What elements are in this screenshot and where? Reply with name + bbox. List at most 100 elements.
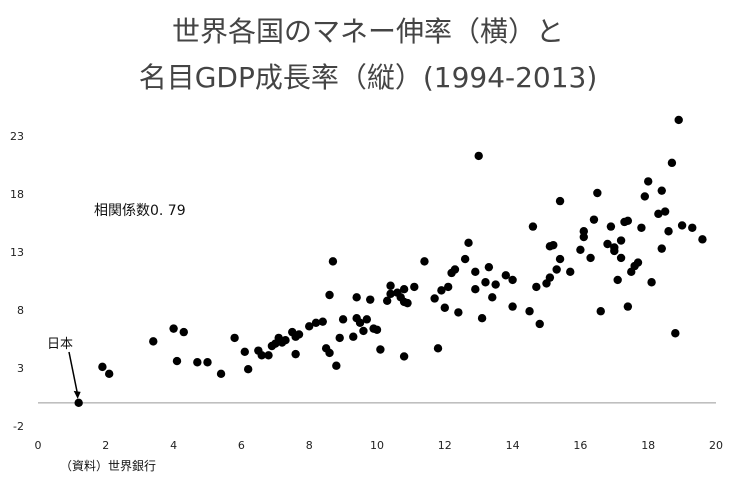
- data-point: [623, 216, 633, 226]
- data-point: [382, 296, 392, 305]
- chart-title-line1: 世界各国のマネー伸率（横）と: [171, 15, 564, 48]
- data-point: [179, 327, 188, 337]
- x-tick-label: 16: [573, 439, 587, 452]
- data-point: [508, 302, 517, 311]
- x-tick-label: 14: [506, 439, 520, 452]
- data-point: [193, 358, 202, 367]
- data-point: [657, 186, 666, 195]
- data-point: [291, 349, 300, 359]
- data-point: [454, 308, 463, 317]
- data-point: [372, 325, 382, 334]
- data-point: [555, 254, 565, 264]
- japan-arrow-line: [68, 351, 79, 395]
- data-point: [664, 227, 673, 236]
- data-point: [525, 307, 534, 316]
- data-point: [311, 318, 321, 328]
- data-point: [335, 333, 344, 343]
- data-point: [579, 227, 588, 236]
- data-point: [471, 267, 480, 277]
- data-point: [671, 329, 680, 338]
- data-point: [688, 223, 697, 232]
- data-point: [616, 253, 626, 263]
- correlation-annotation: 相関係数0. 79: [94, 203, 186, 219]
- data-point: [471, 285, 480, 294]
- data-point: [654, 209, 663, 219]
- data-point: [216, 369, 226, 379]
- data-point: [698, 235, 707, 244]
- x-tick-label: 0: [35, 439, 42, 452]
- data-point: [98, 362, 107, 372]
- data-point: [640, 192, 650, 201]
- data-point: [657, 244, 666, 253]
- y-tick-label: -2: [13, 420, 24, 433]
- data-point: [552, 265, 561, 274]
- data-point: [352, 293, 361, 302]
- data-point: [203, 358, 212, 367]
- data-point: [610, 246, 619, 256]
- data-point: [613, 275, 622, 285]
- data-point: [549, 240, 558, 250]
- data-point: [555, 196, 565, 206]
- data-point: [338, 315, 348, 324]
- data-point: [74, 398, 83, 408]
- data-point: [433, 344, 443, 353]
- data-point: [399, 352, 409, 361]
- x-tick-label: 2: [102, 439, 109, 452]
- x-tick-label: 12: [438, 439, 452, 452]
- data-point: [647, 278, 656, 287]
- data-point: [508, 275, 517, 285]
- data-point: [240, 347, 249, 357]
- data-point: [437, 286, 446, 295]
- data-point: [104, 369, 114, 379]
- data-point: [606, 222, 616, 231]
- data-point: [501, 271, 511, 280]
- data-point: [528, 222, 538, 231]
- data-point: [386, 281, 395, 290]
- data-point: [623, 302, 633, 311]
- data-point: [644, 177, 653, 186]
- data-point: [230, 333, 239, 343]
- x-tick-label: 8: [306, 439, 313, 452]
- data-point: [464, 238, 473, 248]
- data-point: [660, 207, 670, 216]
- data-point: [403, 298, 412, 308]
- data-point: [596, 307, 605, 316]
- data-point: [376, 345, 385, 354]
- x-tick-label: 20: [709, 439, 723, 452]
- data-point: [603, 239, 612, 249]
- data-point: [443, 282, 453, 292]
- data-point: [593, 188, 602, 198]
- data-point: [450, 265, 460, 274]
- data-point: [294, 330, 304, 339]
- data-point: [579, 232, 588, 242]
- x-tick-label: 10: [370, 439, 384, 452]
- data-point: [332, 361, 341, 370]
- data-point: [172, 356, 182, 366]
- data-point: [460, 254, 470, 264]
- data-point: [318, 317, 327, 326]
- data-point: [586, 253, 595, 263]
- data-point: [362, 315, 372, 324]
- y-tick-label: 18: [10, 188, 24, 201]
- data-point: [633, 258, 643, 267]
- data-point: [366, 295, 375, 304]
- data-point: [532, 282, 541, 292]
- japan-label: 日本: [47, 337, 74, 352]
- data-point: [325, 348, 334, 358]
- y-tick-label: 23: [10, 130, 24, 143]
- data-point: [264, 351, 273, 360]
- data-point: [488, 293, 497, 302]
- data-point: [474, 151, 483, 161]
- data-point: [491, 280, 500, 289]
- data-point: [477, 313, 487, 323]
- data-point: [169, 324, 178, 333]
- data-point: [305, 322, 314, 331]
- data-point: [359, 326, 368, 336]
- data-point: [589, 215, 599, 224]
- data-point: [386, 289, 395, 299]
- data-point: [677, 221, 687, 230]
- y-tick-label: 8: [17, 304, 24, 317]
- source-note: （資料）世界銀行: [60, 459, 157, 473]
